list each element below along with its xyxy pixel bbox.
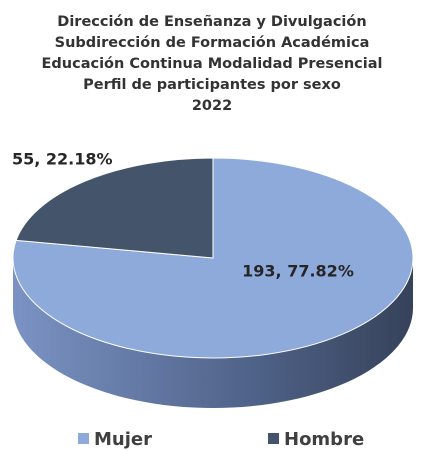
chart-title: Subdirección de Formación Académica [55,35,370,51]
pie-side [13,258,413,408]
chart-title: Perfil de participantes por sexo [83,77,341,93]
chart-title: Dirección de Enseñanza y Divulgación [57,14,366,30]
legend-label: Mujer [94,429,152,450]
chart-title: Educación Continua Modalidad Presencial [42,56,383,72]
data-label: 55, 22.18% [12,150,113,169]
pie-slice [15,157,214,259]
chart-title: 2022 [192,98,232,114]
pie-slice [12,157,414,359]
data-label: 193, 77.82% [242,262,354,281]
legend-label: Hombre [284,429,364,450]
legend-swatch [78,433,89,444]
legend-swatch [268,433,279,444]
